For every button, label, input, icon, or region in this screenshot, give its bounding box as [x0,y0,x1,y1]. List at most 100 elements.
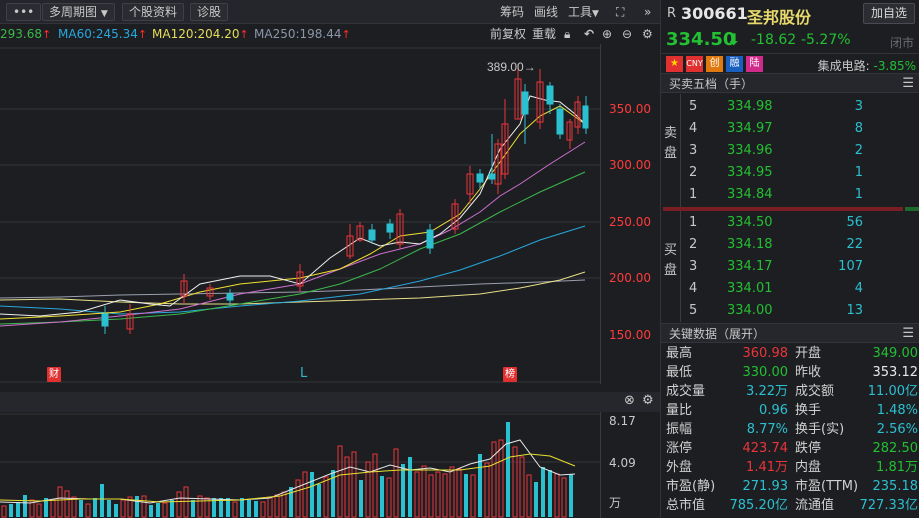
vol-tick: 4.09 [609,456,636,470]
multi-period-button[interactable]: 多周期图 ▼ [42,3,115,21]
bid-price: 334.00 [727,303,773,318]
sell-label: 卖盘 [663,126,677,161]
bid-qty: 56 [846,215,863,230]
level: 5 [689,303,698,318]
y-tick: 350.00 [609,102,651,116]
label: 涨停 [666,441,693,456]
ask-price: 334.98 [727,99,773,114]
cny-tag[interactable]: CNY [686,56,703,72]
sector-info[interactable]: 集成电路: -3.85% [818,57,916,74]
ask-qty: 1 [854,187,863,202]
add-watchlist-button[interactable]: 加自选 [863,3,915,24]
northbound-tag[interactable]: 陆 [746,56,763,72]
ask-qty: 3 [854,99,863,114]
y-tick: 250.00 [609,215,651,229]
menu-icon[interactable]: ☰ [902,326,914,341]
bid-row[interactable]: 3 334.17 107 [681,256,919,278]
ask-row[interactable]: 2 334.95 1 [681,162,919,184]
value: 8.77% [746,422,788,437]
bid-row[interactable]: 2 334.18 22 [681,234,919,256]
bid-qty: 4 [854,281,863,296]
label: 市盈(静) [666,479,716,494]
ask-row[interactable]: 5 334.98 3 [681,96,919,118]
key-data-row: 总市值 785.20亿 流通值 727.33亿 [661,496,919,515]
ask-row[interactable]: 1 334.84 1 [681,184,919,206]
collapse-panel-icon[interactable]: » [644,5,652,19]
key-data-header[interactable]: 关键数据（展开） ☰ [661,323,919,343]
multi-period-label: 多周期图 [49,5,98,19]
value: 1.48% [876,403,918,418]
financial-report-marker[interactable]: 财 [47,367,61,382]
key-data-table: 最高 360.98 开盘 349.00 最低 330.00 昨收 353.12 成交量 3.2… [661,344,919,518]
stock-header: R 300661 圣邦股份 加自选 [661,0,919,28]
close-icon[interactable]: ⊗ [624,393,635,408]
event-markers: 财 L 榜 [0,366,600,384]
peak-price-label: 389.00→ [487,60,536,74]
gear-icon[interactable]: ⚙ [642,393,654,408]
value: 1.81万 [876,460,918,475]
level: 3 [689,143,698,158]
label: 振幅 [666,422,693,437]
up-arrow-icon: ↑ [239,28,249,41]
dragon-tiger-marker[interactable]: 榜 [503,367,517,382]
label: 开盘 [795,346,822,361]
chips-button[interactable]: 筹码 [500,5,525,19]
label: 最低 [666,365,693,380]
candlestick-chart[interactable]: 389.00→ [0,44,600,384]
ask-row[interactable]: 3 334.96 2 [681,140,919,162]
ask-row[interactable]: 4 334.97 8 [681,118,919,140]
china-flag-icon: ★ [666,56,683,72]
lock-icon[interactable]: 🔒︎ [564,27,571,41]
value: 235.18 [872,479,919,494]
price-axis: 350.00 300.00 250.00 200.00 150.00 [600,44,660,384]
l-marker[interactable]: L [300,366,308,381]
value: 423.74 [742,441,789,456]
value: 360.98 [742,346,789,361]
level: 2 [689,237,698,252]
bid-row[interactable]: 1 334.50 56 [681,212,919,234]
diagnose-button[interactable]: 诊股 [190,3,229,21]
value: 330.00 [742,365,789,380]
label: 换手(实) [795,422,845,437]
bid-price: 334.01 [727,281,773,296]
label: 换手 [795,403,822,418]
gear-icon[interactable]: ⚙ [642,27,653,41]
ask-price: 334.84 [727,187,773,202]
label: 最高 [666,346,693,361]
level: 2 [689,165,698,180]
chevron-down-icon: ▼ [592,9,599,19]
label: 流通值 [795,498,835,513]
tools-label: 工具 [568,5,593,19]
bid-row[interactable]: 5 334.00 13 [681,300,919,322]
menu-icon[interactable]: ☰ [902,76,914,91]
undo-icon[interactable]: ↶ [584,27,595,41]
y-tick: 200.00 [609,271,651,285]
key-data-row: 涨停 423.74 跌停 282.50 [661,439,919,458]
bid-row[interactable]: 4 334.01 4 [681,278,919,300]
value: 2.56% [876,422,918,437]
up-arrow-icon: ↑ [42,28,52,41]
zoom-in-icon[interactable]: ⊕ [602,27,613,41]
ma120-value: MA120:204.20↑ [152,24,249,45]
draw-line-button[interactable]: 画线 [534,5,559,19]
bid-qty: 107 [838,259,863,274]
label: 量比 [666,403,693,418]
sell-side-label: 卖盘 [661,94,681,207]
forward-adjust-button[interactable]: 前复权 [490,27,527,41]
reload-button[interactable]: 重载 [532,27,557,41]
level: 4 [689,281,698,296]
orderbook-title: 买卖五档（手） [669,77,754,91]
volume-chart[interactable] [0,412,600,518]
tags-row: ★ CNY 创 融 陆 集成电路: -3.85% [661,53,919,73]
more-button[interactable]: ••• [6,3,42,21]
tools-button[interactable]: 工具▼ [568,4,599,22]
margin-tag[interactable]: 融 [726,56,743,72]
value: 349.00 [872,346,919,361]
stock-info-button[interactable]: 个股资料 [122,3,185,21]
chinext-tag[interactable]: 创 [706,56,723,72]
expand-icon[interactable]: ⛶ [616,5,625,19]
label: 内盘 [795,460,822,475]
price-change: -18.62 [751,32,797,48]
zoom-out-icon[interactable]: ⊖ [622,27,633,41]
ma60-text: MA60:245.34 [58,27,138,41]
